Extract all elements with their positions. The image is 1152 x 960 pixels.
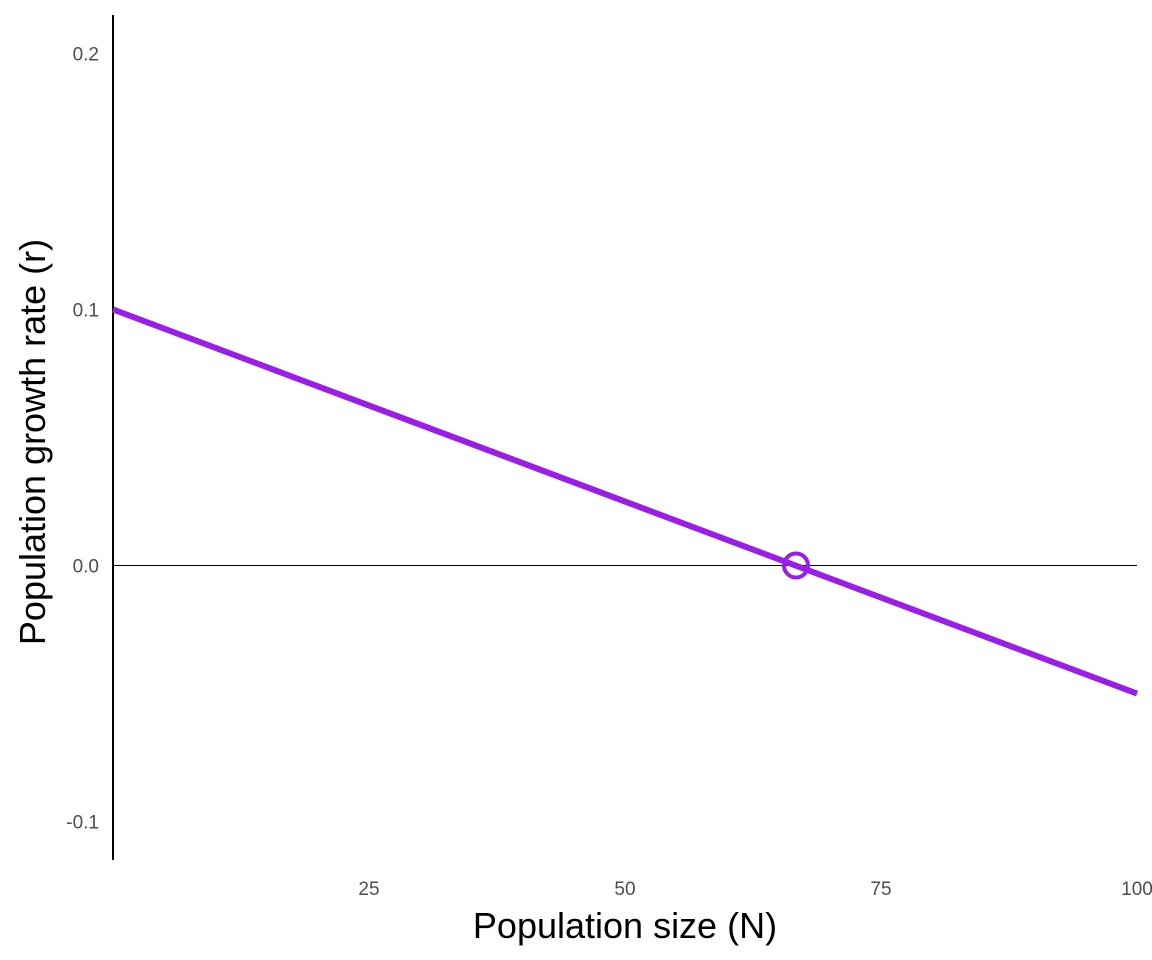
y-tick-label: 0.2 (73, 44, 99, 65)
y-tick-label: 0.1 (73, 300, 99, 321)
y-tick-label: 0.0 (73, 557, 99, 578)
x-tick-label: 50 (614, 879, 635, 900)
x-tick-label: 25 (358, 879, 379, 900)
y-axis-title: Population growth rate (r) (12, 239, 53, 645)
x-tick-label: 75 (870, 879, 891, 900)
series-line (111, 306, 1139, 697)
equilibrium-point (782, 551, 811, 580)
x-tick-labels: 25 50 75 100 (358, 879, 1152, 900)
series-group (111, 306, 1139, 697)
x-axis-title: Population size (N) (473, 905, 777, 946)
y-tick-labels: -0.1 0.0 0.1 0.2 (66, 44, 99, 833)
y-tick-label: -0.1 (66, 813, 99, 834)
x-tick-label: 100 (1121, 879, 1152, 900)
